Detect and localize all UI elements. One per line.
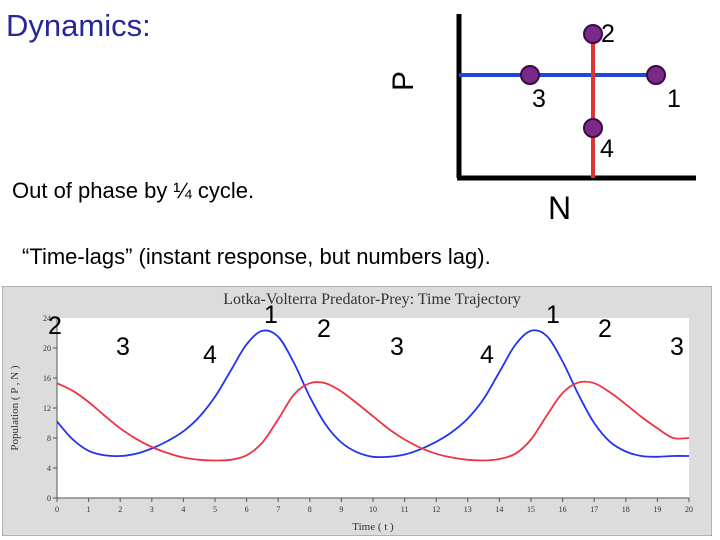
time-trajectory-chart: Lotka-Volterra Predator-Prey: Time Traje… [2,286,712,536]
x-tick-label: 16 [559,505,567,514]
y-tick-label: 8 [47,434,51,443]
phase-number-1: 1 [546,301,560,329]
phase-diagram [456,14,696,181]
plot-area [57,318,689,498]
x-tick-label: 12 [432,505,440,514]
phase-number-3: 3 [390,333,404,361]
chart-title: Lotka-Volterra Predator-Prey: Time Traje… [223,291,521,308]
x-tick-label: 0 [55,505,59,514]
x-tick-label: 17 [590,505,598,514]
x-tick-label: 15 [527,505,535,514]
phase-x-axis-label: N [548,190,572,226]
y-tick-label: 16 [43,374,51,383]
phase-number-2: 2 [317,315,331,343]
chart-xlabel: Time ( t ) [352,521,394,533]
x-tick-label: 10 [369,505,377,514]
x-tick-label: 1 [87,505,91,514]
point-label-3: 3 [532,85,546,113]
point-label-2: 2 [601,20,615,48]
phase-caption: Out of phase by ¼ cycle. [12,178,255,203]
x-tick-label: 2 [118,505,122,514]
phase-y-axis-label: P [387,70,421,92]
equilibrium-point-1 [646,65,666,85]
chart-ylabel: Population ( P , N ) [9,365,21,450]
phase-number-4: 4 [203,341,217,369]
x-tick-label: 3 [150,505,154,514]
x-tick-label: 9 [339,505,343,514]
y-tick-label: 20 [43,344,51,353]
x-tick-label: 4 [181,505,185,514]
equilibrium-point-3 [520,65,540,85]
x-tick-label: 6 [245,505,249,514]
page-title: Dynamics: [6,8,151,43]
x-tick-label: 5 [213,505,217,514]
prey-series-line [56,329,690,459]
point-label-1: 1 [667,85,681,113]
y-tick-label: 12 [43,404,51,413]
phase-number-3: 3 [670,333,684,361]
time-lag-caption: “Time-lags” (instant response, but numbe… [22,244,491,269]
phase-number-4: 4 [480,341,494,369]
y-tick-label: 4 [47,464,51,473]
y-tick-label: 0 [47,494,51,503]
x-tick-label: 19 [653,505,661,514]
y-tick-label: 24 [43,314,51,323]
x-tick-label: 11 [401,505,409,514]
point-label-4: 4 [600,135,614,163]
x-tick-label: 20 [685,505,693,514]
equilibrium-point-4 [583,118,603,138]
x-tick-label: 18 [622,505,630,514]
x-tick-label: 14 [495,505,503,514]
phase-number-2: 2 [598,315,612,343]
phase-number-3: 3 [116,333,130,361]
phase-number-2: 2 [48,312,62,340]
x-tick-label: 7 [276,505,280,514]
x-tick-label: 13 [464,505,472,514]
x-tick-label: 8 [308,505,312,514]
phase-number-1: 1 [264,301,278,329]
equilibrium-point-2 [583,24,603,44]
predator-series-line [56,380,690,462]
